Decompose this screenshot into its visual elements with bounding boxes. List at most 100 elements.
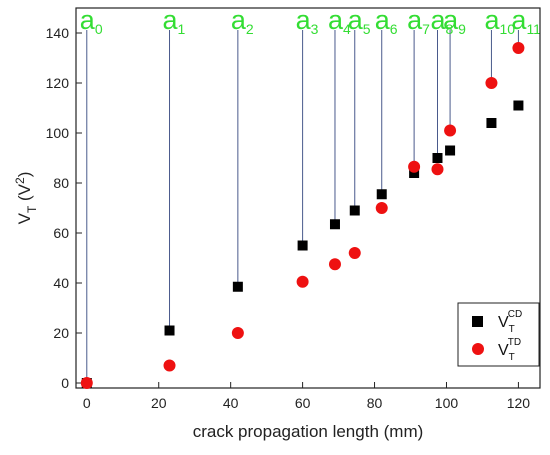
y-axis-title-unit-prefix: (V	[15, 183, 34, 205]
legend-td-sup: TD	[508, 337, 521, 348]
x-tick-label: 120	[507, 395, 531, 411]
y-axis-title-unit-suffix: )	[15, 172, 34, 178]
data-point-circle	[431, 163, 444, 176]
annotation-label-sub: 4	[343, 21, 351, 37]
legend-td-sub: T	[509, 352, 515, 363]
x-tick-label: 0	[83, 395, 91, 411]
y-tick-label: 0	[61, 375, 69, 391]
x-axis-title: crack propagation length (mm)	[193, 422, 424, 441]
annotation-label-main: a	[328, 5, 344, 35]
data-point-square	[297, 240, 308, 251]
data-point-square	[486, 118, 497, 128]
data-point-circle	[444, 124, 457, 137]
annotation-label: a6	[375, 5, 398, 37]
y-tick-label: 60	[53, 225, 69, 241]
annotation-label-main: a	[511, 5, 527, 35]
legend-cd-sup: CD	[508, 309, 522, 320]
annotation-label-sub: 9	[458, 21, 466, 37]
data-point-circle	[512, 42, 525, 54]
x-tick-label: 100	[435, 395, 459, 411]
data-point-circle	[296, 275, 309, 288]
data-point-square	[376, 189, 387, 200]
annotation-label-main: a	[80, 5, 96, 35]
y-axis-title-unit-sup: 2	[13, 177, 27, 184]
data-point-circle	[485, 77, 498, 89]
annotation-label-main: a	[430, 5, 446, 35]
annotation-label: a11	[511, 5, 541, 37]
y-axis-title: VT (V2)	[13, 172, 39, 225]
y-tick-label: 140	[46, 25, 70, 41]
y-tick-label: 120	[46, 75, 70, 91]
data-point-circle	[163, 359, 176, 372]
y-tick-label: 100	[46, 125, 70, 141]
x-axis: 0 20 40 60 80 100 120	[83, 382, 530, 411]
data-point-square	[164, 325, 175, 336]
annotation-label-main: a	[348, 5, 364, 35]
annotation-label-main: a	[375, 5, 391, 35]
annotation-label-sub: 1	[178, 21, 186, 37]
annotation-label-main: a	[484, 5, 500, 35]
annotation-label-sub: 2	[246, 21, 254, 37]
data-series	[80, 42, 525, 389]
x-tick-label: 80	[367, 395, 383, 411]
x-tick-label: 60	[295, 395, 311, 411]
annotation-label-main: a	[407, 5, 423, 35]
x-tick-label: 40	[223, 395, 239, 411]
annotation-label-main: a	[231, 5, 247, 35]
data-point-circle	[231, 327, 244, 339]
data-point-square	[329, 219, 340, 230]
data-point-circle	[375, 202, 388, 214]
data-point-circle	[328, 258, 341, 271]
annotation-label-sub: 0	[95, 21, 103, 37]
y-tick-label: 20	[53, 325, 69, 341]
data-point-square	[409, 168, 420, 178]
legend-box	[457, 302, 540, 367]
y-axis-title-main: V	[15, 212, 34, 224]
y-tick-label: 40	[53, 275, 69, 291]
annotation-label: a1	[163, 5, 186, 37]
y-tick-label: 80	[53, 175, 69, 191]
data-point-circle	[348, 247, 361, 259]
data-point-square	[349, 205, 360, 216]
annotation-label-sub: 6	[390, 21, 398, 37]
annotation-label-sub: 3	[311, 21, 319, 37]
data-point-circle	[408, 160, 421, 173]
y-axis-title-sub: T	[25, 205, 39, 213]
legend-td-main: V	[498, 342, 509, 359]
annotation-label-main: a	[163, 5, 179, 35]
y-axis: 0 20 40 60 80 100 120 140	[46, 25, 82, 391]
legend-cd-sub: T	[509, 324, 515, 335]
annotation-label: a7	[407, 5, 430, 37]
data-point-square	[513, 100, 524, 111]
x-tick-label: 20	[151, 395, 167, 411]
data-point-square	[432, 153, 443, 163]
annotation-label-sub: 11	[526, 21, 541, 37]
series-td	[80, 42, 525, 389]
annotation-label: a5	[348, 5, 371, 37]
data-point-square	[445, 145, 456, 156]
legend-label-td: VT TD	[498, 337, 521, 363]
annotation-label-sub: 10	[499, 21, 515, 37]
annotation-label: a2	[231, 5, 254, 37]
annotation-label-sub: 7	[422, 21, 430, 37]
data-point-circle	[80, 377, 93, 389]
legend-circle-marker	[472, 343, 484, 355]
annotation-lines	[86, 30, 519, 383]
annotation-label: a0	[80, 5, 103, 37]
annotation-label-sub: 8	[446, 21, 454, 37]
annotation-label-sub: 5	[363, 21, 371, 37]
annotation-label-main: a	[443, 5, 459, 35]
annotation-label-main: a	[296, 5, 312, 35]
legend-label-cd: VT CD	[498, 309, 522, 335]
plot-frame	[75, 7, 541, 389]
legend-cd-main: V	[498, 314, 509, 331]
legend: VTCD VTTD	[457, 302, 540, 367]
legend-square-marker	[472, 316, 483, 327]
annotation-label: a8	[430, 5, 453, 37]
data-point-square	[232, 281, 243, 292]
annotation-label: a4	[328, 5, 351, 37]
annotation-label: a3	[296, 5, 319, 37]
annotation-label: a10	[484, 5, 515, 37]
